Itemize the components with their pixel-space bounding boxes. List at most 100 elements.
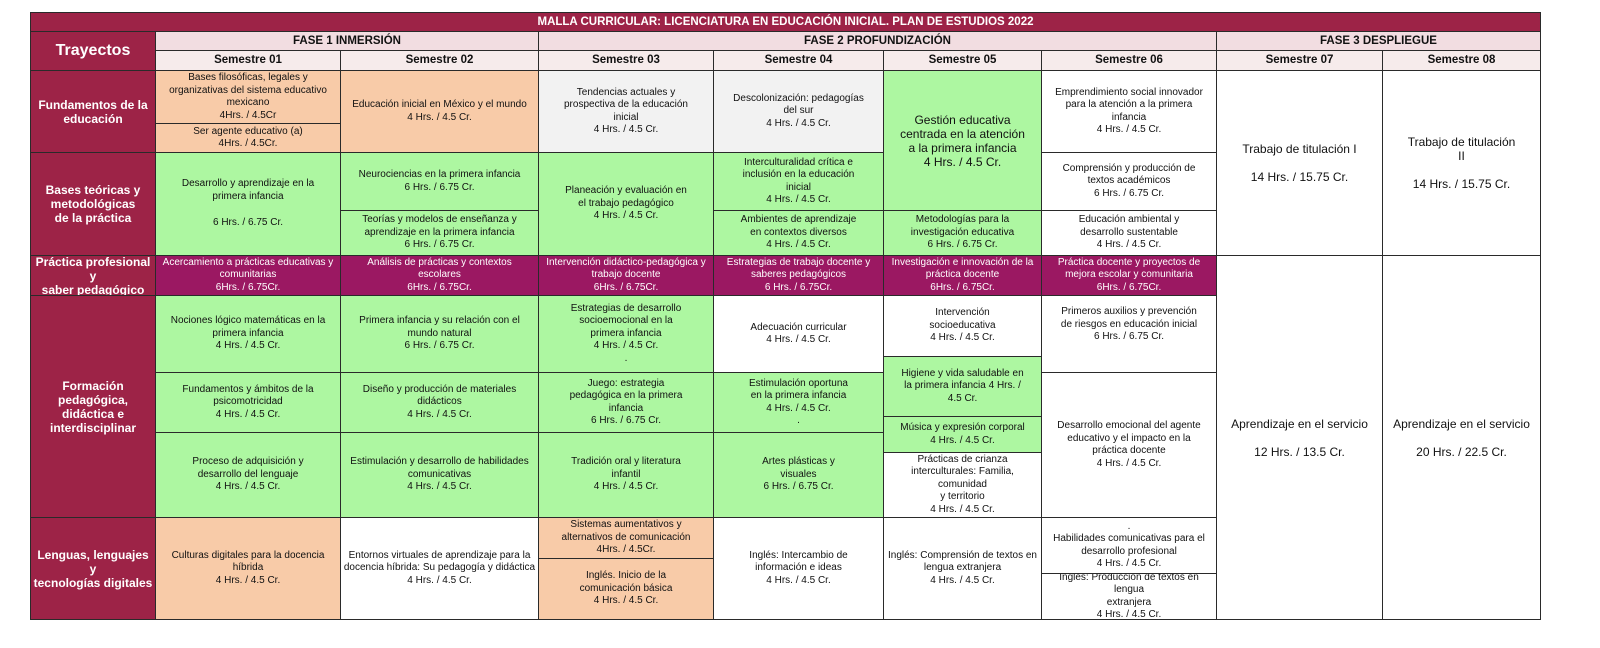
course-line: 6 Hrs. / 6.75 Cr. bbox=[590, 415, 662, 426]
course-cell: Tendencias actuales y prospectiva de la e… bbox=[538, 70, 714, 153]
course-cell: Emprendimiento social innovador para la a… bbox=[1041, 70, 1217, 153]
course-line: 4 Hrs. / 4.5 Cr. bbox=[766, 239, 831, 251]
course-cell: Fundamentos y ámbitos de la psicomotricid… bbox=[155, 372, 341, 433]
course-line: 4Hrs. / 4.5Cr. bbox=[218, 138, 278, 149]
course-line: 4 Hrs. / 4.5 Cr. bbox=[930, 434, 995, 446]
course-line: Inglés: Comprensión de textos en bbox=[888, 549, 1037, 561]
course-line: 6Hrs. / 6.75Cr. bbox=[593, 281, 659, 293]
phase-label: FASE 2 PROFUNDIZACIÓN bbox=[804, 34, 951, 47]
course-line: Intervención didáctico-pedagógica y bbox=[546, 256, 706, 268]
course-line: información e ideas bbox=[755, 562, 842, 574]
semester-label: Semestre 07 bbox=[1265, 54, 1334, 67]
course-line: 4 Hrs. / 4.5 Cr. bbox=[930, 574, 995, 586]
course-line: 6 Hrs. / 6.75 Cr. bbox=[763, 481, 834, 493]
semester-label: Semestre 03 bbox=[592, 54, 660, 67]
course-cell: Adecuación curricular 4 Hrs. / 4.5 Cr. bbox=[713, 295, 884, 373]
course-cell: Desarrollo y aprendizaje en la primera in… bbox=[155, 152, 341, 256]
course-cell: Estimulación y desarrollo de habilidades… bbox=[340, 432, 539, 518]
course-line: Inglés: Intercambio de bbox=[749, 549, 848, 561]
course-cell: Estrategias de trabajo docente y saberes … bbox=[713, 255, 884, 296]
trayecto-line: educación bbox=[63, 111, 123, 126]
course-cell: Juego: estrategia pedagógica en la primer… bbox=[538, 372, 714, 433]
course-line: inicial bbox=[613, 111, 639, 123]
course-line: Adecuación curricular bbox=[750, 321, 847, 333]
semester-header: Semestre 06 bbox=[1041, 50, 1217, 71]
course-cell: Ambientes de aprendizaje en contextos div… bbox=[713, 210, 884, 256]
course-line: 4 Hrs. / 4.5 Cr. bbox=[215, 340, 281, 352]
course-line: Descolonización: pedagogías bbox=[733, 92, 864, 104]
course-line: 6Hrs. / 6.75Cr. bbox=[407, 281, 472, 293]
course-cell: Primera infancia y su relación con el mun… bbox=[340, 295, 539, 373]
course-line: . bbox=[797, 415, 800, 426]
course-line: 4 Hrs. / 4.5 Cr. bbox=[407, 481, 472, 493]
course-line: socioeducativa bbox=[929, 319, 996, 331]
course-line: prospectiva de la educación bbox=[564, 99, 688, 110]
semester-label: Semestre 06 bbox=[1095, 54, 1163, 67]
course-cell: Artes plásticas y visuales 6 Hrs. / 6.75 C… bbox=[713, 432, 884, 518]
trayecto-line: Formación bbox=[62, 378, 124, 393]
course-line: comunicativas bbox=[407, 468, 472, 480]
phase-header: FASE 2 PROFUNDIZACIÓN bbox=[538, 31, 1217, 51]
trayecto-label: Lenguas, lenguajes y tecnologías digitale… bbox=[30, 517, 156, 620]
course-line: 4 Hrs. / 4.5 Cr. bbox=[930, 332, 995, 344]
course-line: Culturas digitales para la docencia bbox=[171, 549, 325, 561]
course-cell: Gestión educativa centrada en la atención… bbox=[883, 70, 1042, 211]
course-cell: Intervención socioeducativa 4 Hrs. / 4.5 C… bbox=[883, 295, 1042, 357]
course-line: 6 Hrs. / 6.75Cr. bbox=[764, 281, 833, 293]
course-line: Artes plásticas y bbox=[762, 456, 835, 468]
course-line: mexicano bbox=[226, 97, 270, 108]
course-line: educativo y el impacto en la bbox=[1067, 432, 1191, 444]
course-line: infancia bbox=[608, 402, 644, 414]
course-line: 20 Hrs. / 22.5 Cr. bbox=[1416, 444, 1507, 459]
course-cell: Acercamiento a prácticas educativas y com… bbox=[155, 255, 341, 296]
semester-label: Semestre 04 bbox=[764, 54, 833, 67]
course-line: Juego: estrategia bbox=[587, 377, 665, 389]
course-cell: Bases filosóficas, legales y organizativa… bbox=[155, 70, 341, 124]
course-line: desarrollo sustentable bbox=[1080, 226, 1178, 238]
course-line: primera infancia bbox=[212, 327, 284, 339]
course-cell: Planeación y evaluación en el trabajo ped… bbox=[538, 152, 714, 256]
course-line: pedagógica en la primera bbox=[569, 390, 683, 401]
course-line: Educación inicial en México y el mundo bbox=[352, 99, 527, 110]
course-cell: Sistemas aumentativos y alternativos de c… bbox=[538, 517, 714, 559]
course-line: 6 Hrs. / 6.75 Cr. bbox=[404, 181, 475, 193]
course-line: del sur bbox=[783, 105, 814, 117]
course-cell: Diseño y producción de materiales didácti… bbox=[340, 372, 539, 433]
course-line: Neurociencias en la primera infancia bbox=[358, 169, 521, 180]
course-line: 4 Hrs. / 4.5 Cr. bbox=[215, 408, 281, 420]
course-line: Prácticas de crianza bbox=[917, 453, 1008, 465]
course-line: Inglés. Inicio de la bbox=[585, 570, 667, 582]
course-line: 6 Hrs. / 6.75 Cr. bbox=[1093, 187, 1165, 199]
course-cell: Neurociencias en la primera infancia 6 Hr… bbox=[340, 152, 539, 211]
course-line: Aprendizaje en el servicio bbox=[1231, 416, 1368, 431]
course-cell: Análisis de prácticas y contextos escolar… bbox=[340, 255, 539, 296]
semester-label: Semestre 02 bbox=[405, 54, 474, 67]
course-line: mejora escolar y comunitaria bbox=[1065, 269, 1193, 281]
semester-header: Semestre 03 bbox=[538, 50, 714, 71]
course-line: Nociones lógico matemáticas en la bbox=[170, 315, 326, 327]
course-line: Tradición oral y literatura bbox=[571, 456, 681, 468]
course-line: a la primera infancia bbox=[908, 140, 1017, 155]
course-line: 6 Hrs. / 6.75 Cr. bbox=[1093, 331, 1165, 342]
course-line: 4 Hrs. / 4.5 Cr. bbox=[593, 481, 659, 493]
course-line: Interculturalidad crítica e bbox=[744, 156, 853, 168]
semester-header: Semestre 05 bbox=[883, 50, 1042, 71]
course-cell: Tradición oral y literatura infantil 4 Hrs… bbox=[538, 432, 714, 518]
trayecto-label: Práctica profesional y saber pedagógico bbox=[30, 255, 156, 296]
course-line: Bases filosóficas, legales y bbox=[188, 72, 308, 83]
course-line: Comprensión y producción de bbox=[1062, 162, 1196, 174]
course-line: Primera infancia y su relación con el bbox=[359, 315, 520, 327]
semester-label: Semestre 08 bbox=[1427, 54, 1496, 67]
course-line: Acercamiento a prácticas educativas y bbox=[162, 256, 334, 268]
course-line: 4 Hrs. / 4.5 Cr. bbox=[215, 574, 281, 586]
trayecto-line: saber pedagógico bbox=[41, 282, 145, 296]
course-line: Práctica docente y proyectos de bbox=[1057, 256, 1201, 268]
course-cell: Estimulación oportuna en la primera infan… bbox=[713, 372, 884, 433]
course-line: de riesgos en educación inicial bbox=[1060, 318, 1198, 330]
course-cell: Descolonización: pedagogías del sur 4 Hrs.… bbox=[713, 70, 884, 153]
course-cell: Entornos virtuales de aprendizaje para l… bbox=[340, 517, 539, 620]
course-line: 4 Hrs. / 4.5 Cr. bbox=[215, 481, 281, 493]
course-line: Teorías y modelos de enseñanza y bbox=[362, 214, 517, 226]
course-line: en contextos diversos bbox=[750, 226, 847, 238]
